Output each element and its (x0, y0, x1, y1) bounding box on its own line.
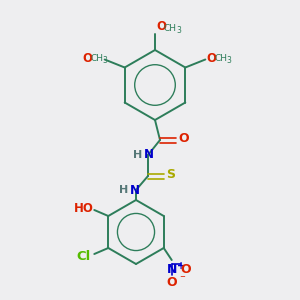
Text: N: N (144, 148, 154, 161)
Text: +: + (177, 261, 185, 271)
Text: HO: HO (74, 202, 94, 214)
Text: N: N (130, 184, 140, 196)
Text: 3: 3 (103, 56, 108, 65)
Text: CH: CH (91, 54, 104, 63)
Text: 3: 3 (226, 56, 231, 65)
Text: O: O (181, 263, 191, 276)
Text: O: O (156, 20, 166, 33)
Text: O: O (206, 52, 216, 65)
Text: Cl: Cl (76, 250, 91, 262)
Text: 3: 3 (176, 26, 181, 35)
Text: H: H (119, 185, 128, 195)
Text: H: H (133, 150, 142, 160)
Text: ⁻: ⁻ (180, 274, 186, 284)
Text: N: N (167, 263, 177, 276)
Text: S: S (166, 169, 175, 182)
Text: O: O (167, 276, 177, 289)
Text: CH: CH (164, 24, 177, 33)
Text: O: O (83, 52, 93, 65)
Text: O: O (178, 133, 189, 146)
Text: CH: CH (214, 54, 227, 63)
